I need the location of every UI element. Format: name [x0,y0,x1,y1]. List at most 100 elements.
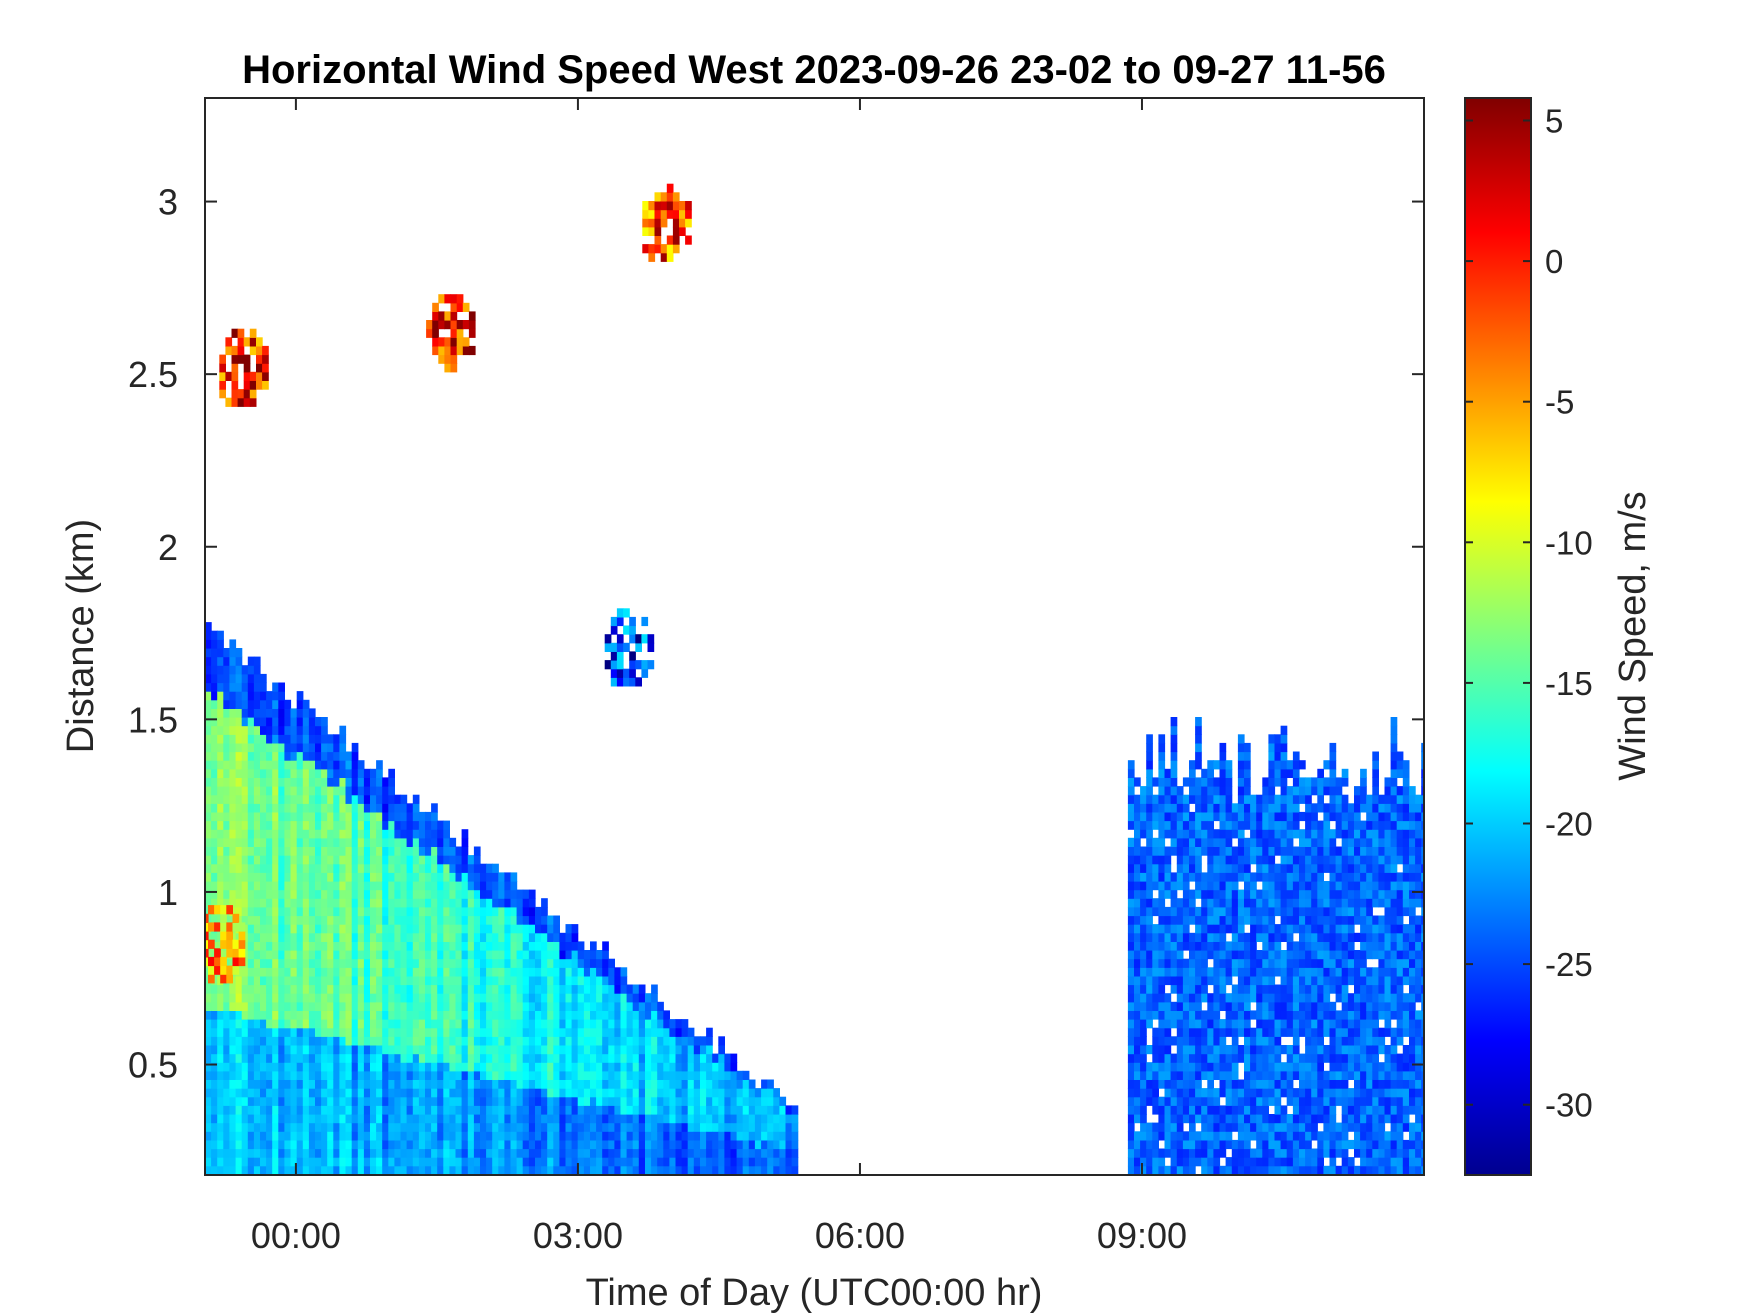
heat-cell [541,1096,548,1106]
heat-cell [645,1027,652,1037]
heat-cell [376,1122,383,1132]
heat-cell [376,941,383,951]
heat-cell [1323,975,1331,986]
heat-cell [351,820,359,830]
heat-cell [284,777,292,787]
heat-cell [663,1096,670,1106]
heat-cell [315,1001,322,1011]
heat-cell [266,803,273,813]
heat-cell [1207,872,1214,882]
heat-cell [302,950,310,960]
heat-cell [1286,837,1294,847]
heat-cell [510,1001,518,1011]
heat-cell [486,906,493,917]
heat-cell [1237,1105,1245,1115]
heat-cell [498,1010,505,1020]
heat-cell [486,932,493,942]
heat-cell [535,1122,542,1132]
heat-cell [241,829,249,839]
heat-cell [290,794,298,804]
heat-cell [1274,1139,1282,1150]
heat-cell [1213,1096,1221,1106]
heat-cell [730,1131,738,1141]
heat-cell [425,1148,432,1158]
heat-cell [1274,906,1282,917]
heat-cell [1140,1079,1147,1089]
heat-cell [1335,1139,1343,1150]
heat-cell [651,1165,658,1175]
heat-cell [547,967,554,977]
heat-cell [528,1131,536,1141]
heat-cell [1164,881,1172,891]
heat-cell [1176,1096,1184,1106]
heat-cell [1299,941,1306,951]
heat-cell [1335,967,1343,977]
heat-cell [241,768,249,778]
heat-cell [1225,1131,1233,1141]
heat-cell [205,673,212,684]
heat-cell [1140,993,1147,1003]
heat-cell [651,1036,658,1046]
heat-cell [1219,786,1227,796]
heat-cell [431,829,438,839]
heat-cell [290,1079,298,1089]
heat-cell [528,898,536,908]
heat-cell [620,993,628,1003]
heat-cell [718,1131,725,1141]
heat-cell [296,734,304,744]
heat-cell [260,768,267,778]
heat-cell [449,1001,457,1011]
heat-cell [1152,1001,1159,1011]
heat-cell [253,1131,261,1141]
heat-cell [253,898,261,908]
heat-cell [418,1088,426,1098]
heat-cell [1250,837,1257,847]
heat-cell [235,1165,243,1175]
heat-cell [461,958,469,968]
heat-cell [1286,1088,1294,1098]
heat-cell [1280,1027,1288,1037]
heat-cell [400,984,408,994]
heat-cell [559,1131,567,1141]
heat-cell [278,889,285,899]
heat-cell [1335,1122,1343,1132]
heat-cell [223,665,230,675]
heat-cell [370,1045,377,1055]
heat-cell [510,993,518,1003]
heat-cell [553,1105,560,1115]
heat-cell [473,1053,481,1063]
heat-cell [217,777,224,787]
heat-cell [510,1148,518,1158]
heat-cell [1207,1122,1214,1132]
heat-cell [443,1079,450,1089]
heat-cell [785,1165,793,1175]
heat-cell [681,1165,689,1175]
heat-cell [253,924,261,934]
heat-cell [217,855,224,865]
heat-cell [730,1062,738,1072]
heat-cell [467,932,475,942]
heat-cell [412,1010,420,1020]
heat-cell [235,820,243,830]
heat-cell [541,924,548,934]
heat-cell [400,1045,408,1055]
heat-cell [394,1096,402,1106]
heat-cell [412,1157,420,1167]
heat-cell [351,1036,359,1046]
heat-cell [260,1096,267,1106]
heat-cell [535,1001,542,1011]
heat-cell [547,950,554,960]
heat-cell [308,777,316,787]
heat-cell [1170,1131,1178,1141]
heat-cell [657,1148,664,1158]
heat-cell [351,1010,359,1020]
heat-cell [590,984,597,994]
heat-cell [1140,1139,1147,1150]
heat-cell [272,855,279,865]
heat-cell [620,1079,628,1089]
heat-cell [1274,846,1282,856]
heat-cell [1280,950,1288,960]
heat-cell [583,1019,591,1029]
heat-cell [382,1019,389,1029]
heat-cell [498,1148,505,1158]
